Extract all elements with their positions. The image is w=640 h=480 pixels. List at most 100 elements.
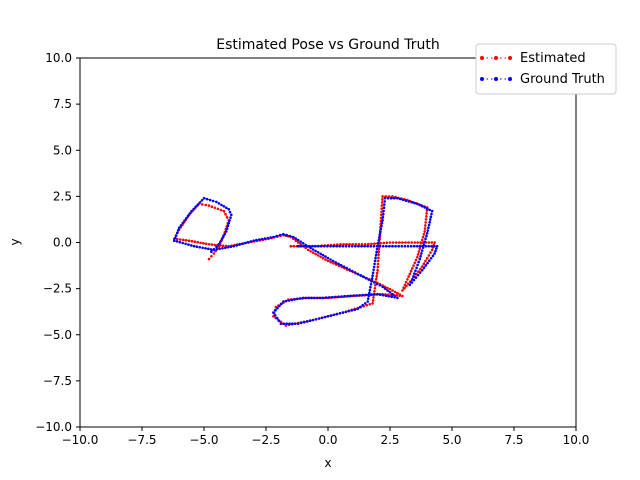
data-point xyxy=(358,305,362,309)
data-point xyxy=(380,201,384,204)
data-point xyxy=(309,250,312,253)
data-point xyxy=(275,234,279,238)
data-point xyxy=(373,242,376,245)
data-point xyxy=(391,244,394,248)
data-point xyxy=(316,296,319,300)
data-point xyxy=(381,198,384,201)
data-point xyxy=(427,241,431,244)
data-point xyxy=(329,244,332,248)
legend-swatch-marker xyxy=(508,77,512,81)
data-point xyxy=(183,219,186,222)
data-point xyxy=(378,233,382,236)
data-point xyxy=(204,242,208,246)
data-point xyxy=(424,244,428,248)
y-tick-label: 7.5 xyxy=(53,97,72,111)
data-point xyxy=(308,244,311,248)
data-point xyxy=(227,221,231,225)
data-point xyxy=(382,212,385,216)
data-point xyxy=(371,299,375,302)
data-point xyxy=(359,274,362,277)
data-point xyxy=(423,227,427,230)
data-point xyxy=(179,224,183,227)
data-point xyxy=(401,294,404,298)
data-point xyxy=(255,238,258,242)
data-point xyxy=(379,230,382,234)
data-point xyxy=(363,302,367,305)
data-point xyxy=(388,241,392,244)
data-point xyxy=(377,250,381,253)
legend-swatch-marker xyxy=(480,77,484,81)
data-point xyxy=(398,241,401,244)
data-point xyxy=(301,296,305,300)
data-point xyxy=(193,240,197,243)
data-point xyxy=(260,237,264,241)
data-point xyxy=(373,262,376,266)
data-point xyxy=(416,273,420,277)
data-point xyxy=(360,244,363,248)
series-estimated xyxy=(172,195,436,327)
y-tick-label: 5.0 xyxy=(53,143,72,157)
data-point xyxy=(422,233,426,236)
x-tick-label: 2.5 xyxy=(380,433,399,447)
data-point xyxy=(362,275,365,279)
data-point xyxy=(249,240,253,243)
data-point xyxy=(386,286,389,290)
data-point xyxy=(314,318,318,321)
data-point xyxy=(317,317,321,320)
data-point xyxy=(425,207,429,210)
data-point xyxy=(420,265,424,268)
data-point xyxy=(218,247,221,251)
data-point xyxy=(401,198,405,202)
data-point xyxy=(357,244,360,248)
data-point xyxy=(221,244,225,247)
series-line xyxy=(173,195,436,327)
data-point xyxy=(390,295,394,299)
data-point xyxy=(278,233,282,237)
data-point xyxy=(243,241,247,245)
data-point xyxy=(387,295,391,298)
data-point xyxy=(428,208,432,212)
data-point xyxy=(205,197,209,201)
data-point xyxy=(418,257,422,261)
data-point xyxy=(296,241,300,244)
data-point xyxy=(198,201,202,204)
data-point xyxy=(207,243,211,246)
data-point xyxy=(201,203,204,206)
data-point xyxy=(321,253,325,257)
data-point xyxy=(311,248,315,251)
data-point xyxy=(175,231,179,235)
data-point xyxy=(420,268,424,272)
data-point xyxy=(382,209,385,213)
legend-entries: Estimated Ground Truth xyxy=(480,51,605,87)
data-point xyxy=(311,318,315,322)
data-point xyxy=(413,261,417,265)
data-point xyxy=(376,265,380,269)
data-point xyxy=(323,244,326,248)
data-point xyxy=(374,253,378,257)
data-point xyxy=(219,208,223,212)
data-point xyxy=(358,294,362,297)
data-point xyxy=(375,244,379,248)
data-point xyxy=(380,204,384,207)
data-point xyxy=(365,303,369,307)
data-point xyxy=(184,239,188,242)
data-point xyxy=(266,236,270,240)
data-point xyxy=(350,269,354,273)
data-point xyxy=(391,292,394,296)
x-tick-label: 10.0 xyxy=(563,433,590,447)
data-point xyxy=(313,244,317,248)
data-point xyxy=(376,259,380,263)
data-point xyxy=(232,244,236,248)
data-point xyxy=(396,296,399,300)
data-point xyxy=(350,244,354,248)
data-point xyxy=(424,224,427,227)
data-point xyxy=(416,263,419,267)
data-point xyxy=(417,260,421,264)
data-point xyxy=(196,240,199,244)
data-point xyxy=(369,285,372,289)
data-point xyxy=(195,245,199,248)
data-point xyxy=(414,269,417,273)
data-point xyxy=(235,244,238,247)
data-point xyxy=(373,293,376,296)
data-point xyxy=(319,255,322,259)
